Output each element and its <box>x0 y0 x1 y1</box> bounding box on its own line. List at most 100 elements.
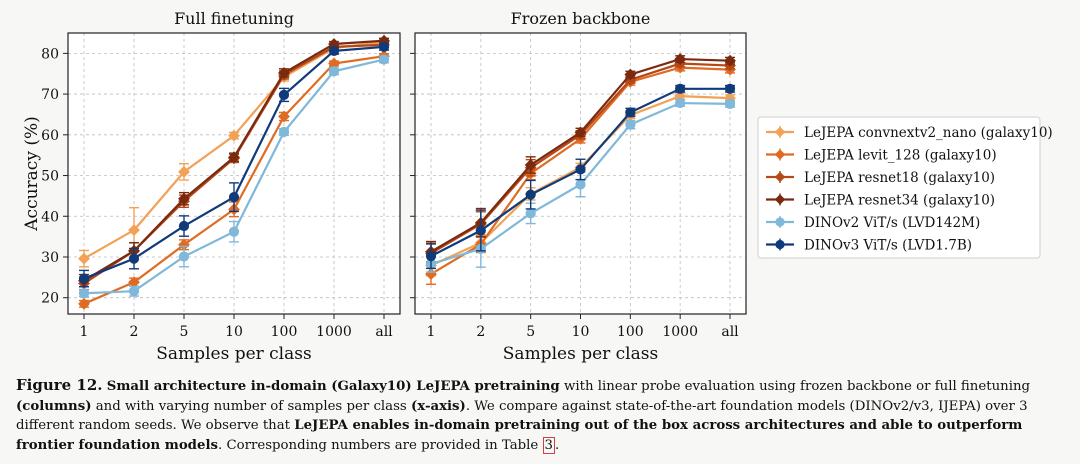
caption-text-2: and with varying number of samples per c… <box>91 398 411 414</box>
legend-box <box>757 116 1041 259</box>
legend-label: LeJEPA resnet18 (galaxy10) <box>804 170 995 186</box>
panel-frozen-backbone: 1 2 5 10 100 1000 all Frozen backbone Samples pe… <box>410 9 747 364</box>
data-point <box>425 251 437 262</box>
data-point <box>128 224 140 237</box>
data-point <box>675 83 686 94</box>
x-tick-label: 1 <box>427 324 436 340</box>
data-point <box>228 192 240 203</box>
caption-bold-claim: LeJEPA enables in-domain pretraining out… <box>16 418 1023 453</box>
x-tick-label: all <box>721 324 739 340</box>
series <box>78 54 390 299</box>
caption-text-1: with linear probe evaluation using froze… <box>559 379 1031 394</box>
plot-frame <box>414 32 747 315</box>
data-point <box>525 208 536 219</box>
x-tick-label: 2 <box>130 324 139 340</box>
x-tick-label: 2 <box>476 324 485 340</box>
data-point <box>328 66 340 77</box>
caption-bold-title: Small architecture in-domain (Galaxy10) … <box>106 379 560 394</box>
series <box>78 41 390 288</box>
data-point <box>78 288 90 299</box>
data-point <box>378 41 390 52</box>
x-tick-label: 1000 <box>662 324 698 340</box>
data-point <box>575 164 586 175</box>
legend-label: LeJEPA resnet34 (galaxy10) <box>804 193 995 209</box>
figure-chart: 1 2 5 10 100 1000 all 20 30 40 50 60 70 80 Full finetu… <box>22 9 1053 364</box>
legend-marker <box>774 149 786 160</box>
x-tick-label: all <box>375 324 393 340</box>
data-point <box>278 89 290 101</box>
caption-text-3: . We compare against state-of-the-art fo… <box>16 398 1028 434</box>
chart-title: Full finetuning <box>174 9 294 28</box>
legend-label: DINOv2 ViT/s (LVD142M) <box>804 215 980 231</box>
y-tick-label: 80 <box>41 46 59 62</box>
y-tick-label: 70 <box>41 87 59 103</box>
data-point <box>674 53 687 65</box>
x-axis-label: Samples per class <box>156 344 311 364</box>
data-point <box>524 159 537 171</box>
series <box>425 83 736 270</box>
data-point <box>378 54 390 65</box>
y-tick-label: 60 <box>41 128 59 144</box>
caption-text-5: . <box>554 437 560 453</box>
data-point <box>724 83 736 94</box>
x-tick-label: 5 <box>526 324 535 340</box>
x-tick-label: 1000 <box>316 324 352 340</box>
x-tick-label: 100 <box>617 324 644 340</box>
legend-label: DINOv3 ViT/s (LVD1.7B) <box>804 238 972 254</box>
data-point <box>574 126 587 139</box>
data-point <box>228 226 240 237</box>
legend-label: LeJEPA convnextv2_nano (galaxy10) <box>804 125 1053 141</box>
x-tick-label: 1 <box>80 324 89 340</box>
legend-marker <box>774 194 786 205</box>
data-point <box>78 273 90 284</box>
data-point <box>178 192 190 205</box>
data-point <box>228 129 240 142</box>
y-tick-label: 30 <box>41 250 59 266</box>
data-point <box>178 220 190 232</box>
y-axis-label: Accuracy (%) <box>22 116 42 231</box>
panel-full-finetuning: 1 2 5 10 100 1000 all 20 30 40 50 60 70 80 Full finetu… <box>22 9 401 364</box>
data-point <box>625 119 636 130</box>
data-point <box>278 110 290 123</box>
caption-bold-xaxis: (x-axis) <box>410 398 466 414</box>
data-point <box>78 297 90 310</box>
legend: LeJEPA convnextv2_nano (galaxy10) LeJEPA … <box>757 116 1053 259</box>
data-point <box>624 68 637 81</box>
data-point <box>178 165 190 178</box>
caption-bold-columns: (columns) <box>16 398 92 414</box>
x-tick-label: 10 <box>225 324 243 340</box>
caption-text-4: . Corresponding numbers are provided in … <box>217 437 543 453</box>
data-point <box>675 97 686 109</box>
data-point <box>475 225 486 236</box>
data-point <box>128 253 140 264</box>
table-reference-link[interactable]: 3 <box>542 436 555 454</box>
data-point <box>78 252 90 265</box>
data-point <box>575 179 586 190</box>
data-point <box>278 126 290 138</box>
data-point <box>128 286 140 297</box>
data-point <box>724 54 736 67</box>
y-tick-label: 50 <box>41 169 59 185</box>
data-point <box>278 67 290 79</box>
plot-frame <box>67 32 401 315</box>
x-tick-label: 10 <box>572 324 590 340</box>
legend-marker <box>775 217 785 227</box>
data-point <box>328 45 340 57</box>
x-axis-label: Samples per class <box>503 344 658 364</box>
legend-label: LeJEPA levit_128 (galaxy10) <box>804 148 997 164</box>
legend-marker <box>774 171 786 183</box>
chart-title: Frozen backbone <box>511 9 651 28</box>
data-point <box>228 151 240 164</box>
legend-marker <box>775 239 785 250</box>
data-point <box>625 107 636 118</box>
x-tick-label: 5 <box>180 324 189 340</box>
caption-figure-label: Figure 12. <box>16 376 103 394</box>
data-point <box>178 251 190 262</box>
data-point <box>724 98 736 109</box>
data-point <box>525 189 536 200</box>
x-tick-label: 100 <box>271 324 298 340</box>
figure-caption: Figure 12. Small architecture in-domain … <box>16 376 1066 455</box>
y-tick-label: 40 <box>41 209 59 225</box>
legend-marker <box>774 126 786 138</box>
y-tick-label: 20 <box>41 291 59 307</box>
